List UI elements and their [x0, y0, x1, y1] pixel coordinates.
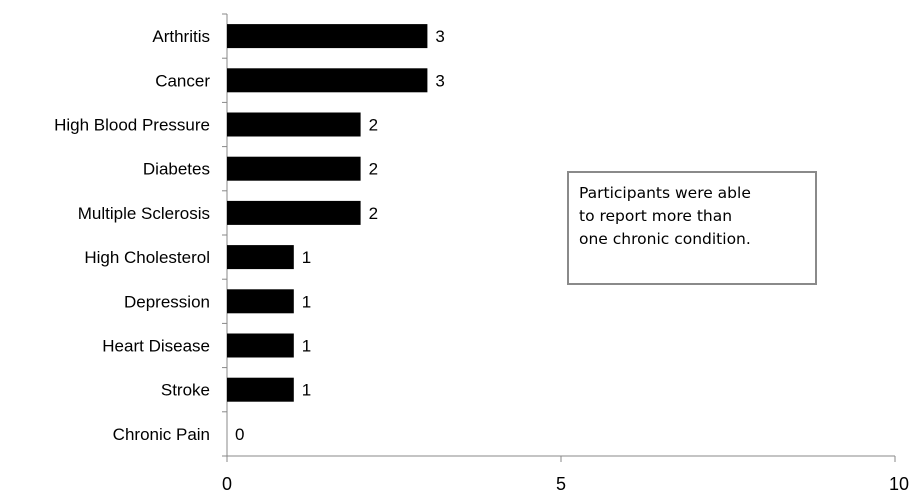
category-label: High Cholesterol [84, 248, 210, 267]
category-label: Cancer [155, 71, 210, 90]
x-tick-label: 0 [222, 474, 232, 494]
category-label: Stroke [161, 381, 210, 400]
x-tick-label: 10 [889, 474, 909, 494]
x-tick-label: 5 [556, 474, 566, 494]
category-label: Depression [124, 292, 210, 311]
data-label: 1 [302, 337, 311, 356]
data-label: 0 [235, 425, 244, 444]
bar [227, 200, 361, 225]
annotation-line-3: one chronic condition. [579, 230, 751, 248]
data-label: 1 [302, 248, 311, 267]
annotation-line-1: Participants were able [579, 184, 751, 202]
annotation-box: Participants were able to report more th… [567, 171, 817, 285]
category-label: Arthritis [152, 27, 210, 46]
category-label: High Blood Pressure [54, 116, 210, 135]
category-label: Chronic Pain [113, 425, 210, 444]
bar [227, 68, 428, 93]
data-label: 3 [435, 27, 444, 46]
bar [227, 24, 428, 49]
category-label: Multiple Sclerosis [78, 204, 210, 223]
annotation-line-2: to report more than [579, 207, 733, 225]
bar [227, 112, 361, 137]
data-label: 2 [369, 160, 378, 179]
category-label: Heart Disease [102, 337, 210, 356]
data-label: 2 [369, 116, 378, 135]
bar [227, 377, 294, 402]
data-label: 1 [302, 292, 311, 311]
bar [227, 289, 294, 314]
bar [227, 333, 294, 358]
category-label: Diabetes [143, 160, 210, 179]
bar [227, 156, 361, 181]
data-label: 1 [302, 381, 311, 400]
data-label: 2 [369, 204, 378, 223]
data-label: 3 [435, 71, 444, 90]
bar [227, 245, 294, 270]
